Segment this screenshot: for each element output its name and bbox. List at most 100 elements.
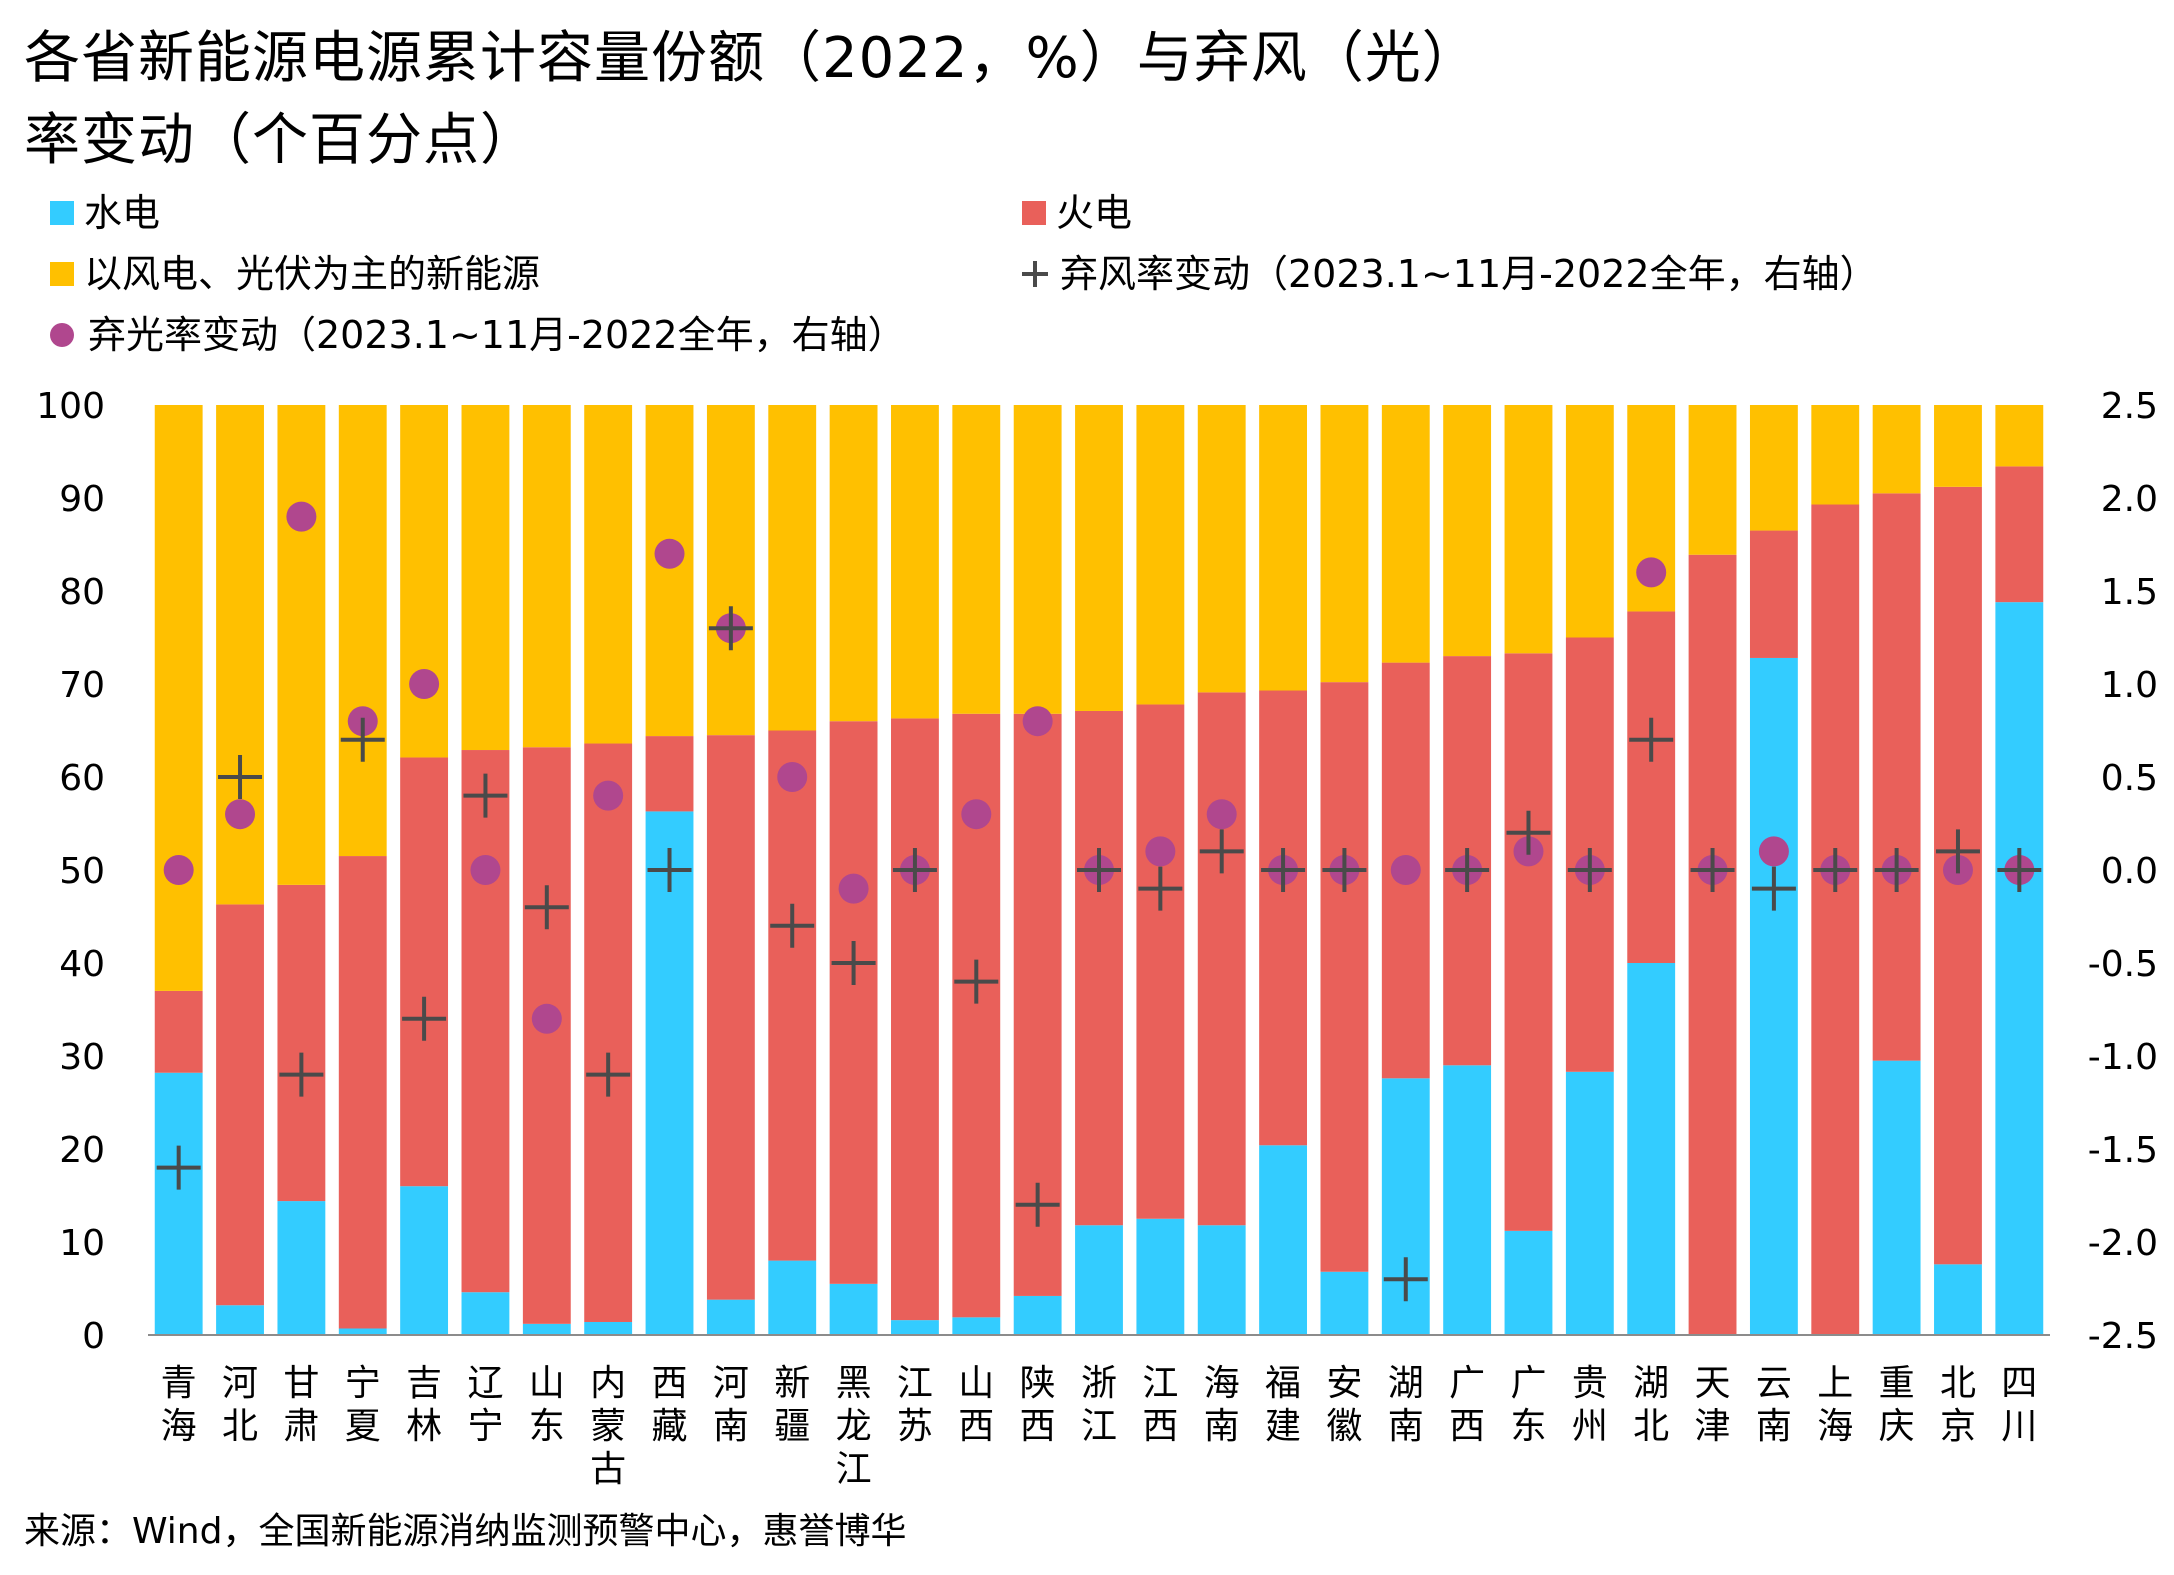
bar-segment-renewable bbox=[1320, 405, 1369, 683]
x-category-label: 贵州 bbox=[1572, 1363, 1608, 1447]
wind-change-point bbox=[1322, 848, 1367, 892]
bar-segment-hydro bbox=[338, 1328, 387, 1335]
bar-segment-renewable bbox=[1197, 405, 1246, 693]
bar-segment-renewable bbox=[1075, 405, 1123, 711]
bar-segment-hydro bbox=[1075, 1225, 1123, 1335]
x-category-label: 江西 bbox=[1142, 1363, 1178, 1447]
bar-segment-thermal bbox=[1197, 692, 1246, 1226]
bar-segment-thermal bbox=[706, 735, 755, 1300]
y-left-tick-label: 10 bbox=[59, 1223, 105, 1264]
bar-segment-renewable bbox=[768, 405, 817, 731]
legend-swatch-renewable bbox=[50, 262, 74, 286]
legend-label-renewable: 以风电、光伏为主的新能源 bbox=[84, 252, 541, 296]
bar-segment-renewable bbox=[1995, 405, 2044, 467]
x-category-label: 湖南 bbox=[1388, 1363, 1424, 1447]
solar-change-point bbox=[1758, 836, 1789, 867]
wind-change-point bbox=[1935, 829, 1980, 874]
x-category-label: 广东 bbox=[1510, 1363, 1546, 1447]
bar-segment-renewable bbox=[645, 405, 694, 737]
legend-label-hydro: 水电 bbox=[84, 191, 161, 235]
wind-change-point bbox=[586, 1052, 631, 1097]
bar-segment-thermal bbox=[1749, 530, 1798, 658]
y-left-tick-label: 70 bbox=[59, 665, 105, 706]
bar-segment-renewable bbox=[706, 405, 755, 736]
bar-segment-thermal bbox=[1504, 653, 1553, 1231]
wind-change-point bbox=[1629, 717, 1674, 762]
legend-item-solar-change: 弃光率变动（2023.1~11月-2022全年，右轴） bbox=[50, 312, 906, 358]
wind-change-point bbox=[1077, 848, 1121, 892]
bar-segment-renewable bbox=[1504, 405, 1553, 654]
y-left-tick-label: 90 bbox=[59, 479, 105, 520]
x-category-label: 新疆 bbox=[774, 1363, 810, 1447]
legend-item-thermal: 火电 bbox=[1022, 190, 1132, 236]
bar-segment-thermal bbox=[891, 718, 939, 1321]
legend-label-wind-change: 弃风率变动（2023.1~11月-2022全年，右轴） bbox=[1060, 252, 1878, 296]
wind-change-point bbox=[1138, 866, 1183, 911]
bar-segment-renewable bbox=[1136, 405, 1185, 705]
y-left-tick-label: 20 bbox=[59, 1130, 105, 1171]
y-right-tick-label: 1.5 bbox=[2101, 572, 2158, 613]
y-left-tick-label: 100 bbox=[36, 386, 105, 427]
plus-marker-icon bbox=[1022, 261, 1048, 287]
bar-segment-renewable bbox=[952, 405, 1001, 714]
bar-segment-hydro bbox=[154, 1072, 203, 1335]
x-category-label: 河南 bbox=[713, 1363, 749, 1447]
bar-segment-thermal bbox=[154, 990, 203, 1073]
x-category-label: 天津 bbox=[1695, 1363, 1731, 1447]
legend-swatch-thermal bbox=[1022, 201, 1046, 225]
solar-change-point bbox=[654, 538, 685, 569]
bar-segment-hydro bbox=[1136, 1218, 1185, 1335]
solar-change-point bbox=[1206, 799, 1237, 830]
x-category-label: 江苏 bbox=[897, 1363, 933, 1447]
wind-change-point bbox=[954, 959, 999, 1004]
x-category-label: 黑龙江 bbox=[836, 1363, 872, 1490]
x-category-label: 西藏 bbox=[652, 1363, 688, 1447]
solar-change-point bbox=[593, 780, 624, 811]
bar-segment-thermal bbox=[829, 721, 878, 1284]
x-category-label: 山西 bbox=[958, 1363, 994, 1447]
bar-segment-thermal bbox=[1872, 493, 1921, 1061]
y-right-tick-label: 0.0 bbox=[2101, 851, 2158, 892]
bar-segment-renewable bbox=[400, 405, 449, 758]
bar-segment-thermal bbox=[1320, 682, 1369, 1272]
legend-item-renewable: 以风电、光伏为主的新能源 bbox=[50, 251, 540, 297]
bar-segment-hydro bbox=[216, 1305, 264, 1335]
wind-change-point bbox=[218, 755, 263, 799]
wind-change-point bbox=[1567, 848, 1612, 892]
bar-segment-hydro bbox=[1013, 1295, 1062, 1335]
bar-segment-thermal bbox=[277, 884, 326, 1202]
wind-change-point bbox=[1199, 829, 1244, 874]
bar-segment-renewable bbox=[154, 405, 203, 991]
bar-segment-thermal bbox=[1259, 690, 1307, 1146]
solar-change-point bbox=[225, 799, 256, 830]
wind-change-point bbox=[1261, 848, 1306, 892]
x-category-label: 青海 bbox=[161, 1363, 197, 1447]
solar-change-point bbox=[531, 1003, 562, 1034]
bar-segment-renewable bbox=[1872, 405, 1921, 494]
x-category-label: 上海 bbox=[1817, 1363, 1853, 1447]
bar-segment-renewable bbox=[1811, 405, 1860, 505]
bar-segment-hydro bbox=[1320, 1271, 1369, 1335]
bar-segment-thermal bbox=[1075, 710, 1123, 1226]
bar-segment-hydro bbox=[645, 811, 694, 1335]
x-category-label: 重庆 bbox=[1879, 1363, 1915, 1447]
y-right-tick-label: 2.5 bbox=[2101, 386, 2158, 427]
bar-segment-hydro bbox=[768, 1260, 817, 1335]
bar-segment-hydro bbox=[400, 1186, 449, 1335]
bar-segment-hydro bbox=[1995, 602, 2044, 1335]
wind-change-point bbox=[1751, 866, 1796, 911]
bar-segment-thermal bbox=[338, 856, 387, 1329]
wind-change-point bbox=[463, 773, 508, 818]
y-right-tick-label: -2.0 bbox=[2088, 1223, 2158, 1264]
stacked-bar-chart: 0 10 20 30 40 50 60 70 80 90 100 -2.5 -2.0 -1.5 -1.0 -0… bbox=[36, 386, 2158, 1490]
x-category-label: 内蒙古 bbox=[590, 1363, 626, 1490]
bar-segment-hydro bbox=[952, 1317, 1001, 1335]
x-category-label: 福建 bbox=[1265, 1363, 1301, 1447]
bar-segment-thermal bbox=[400, 757, 449, 1187]
y-left-tick-label: 0 bbox=[82, 1316, 105, 1357]
solar-change-point bbox=[838, 873, 869, 904]
wind-change-point bbox=[279, 1052, 324, 1097]
bar-segment-thermal bbox=[1136, 704, 1185, 1219]
x-category-label: 浙江 bbox=[1081, 1363, 1117, 1447]
chart-title: 各省新能源电源累计容量份额（2022，%）与弃风（光） 率变动（个百分点） bbox=[24, 18, 1479, 182]
